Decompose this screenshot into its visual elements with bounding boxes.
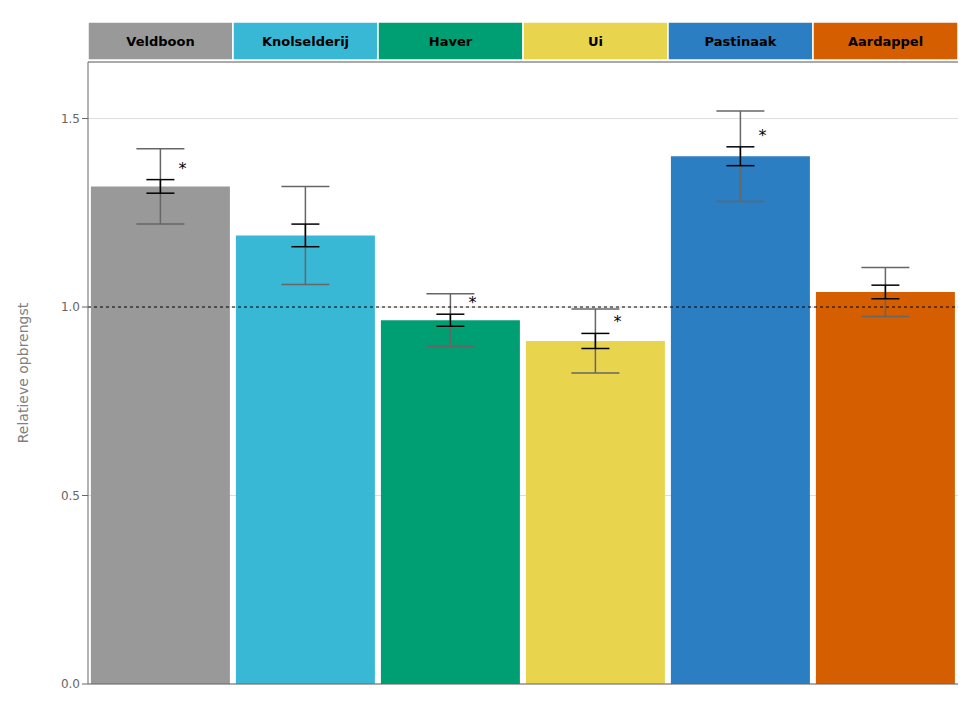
- svg-text:0.0: 0.0: [61, 677, 80, 691]
- svg-text:Pastinaak: Pastinaak: [705, 34, 777, 49]
- svg-text:1.5: 1.5: [61, 112, 80, 126]
- svg-text:Ui: Ui: [588, 34, 603, 49]
- svg-text:Aardappel: Aardappel: [848, 34, 923, 49]
- svg-text:1.0: 1.0: [61, 300, 80, 314]
- svg-text:*: *: [759, 126, 767, 145]
- svg-text:*: *: [614, 312, 622, 331]
- svg-text:Relatieve opbrengst: Relatieve opbrengst: [15, 302, 31, 443]
- svg-text:Veldboon: Veldboon: [126, 34, 194, 49]
- svg-text:Haver: Haver: [429, 34, 473, 49]
- svg-text:0.5: 0.5: [61, 489, 80, 503]
- svg-text:*: *: [469, 293, 477, 312]
- svg-text:Knolselderij: Knolselderij: [262, 34, 349, 49]
- svg-text:*: *: [179, 159, 187, 178]
